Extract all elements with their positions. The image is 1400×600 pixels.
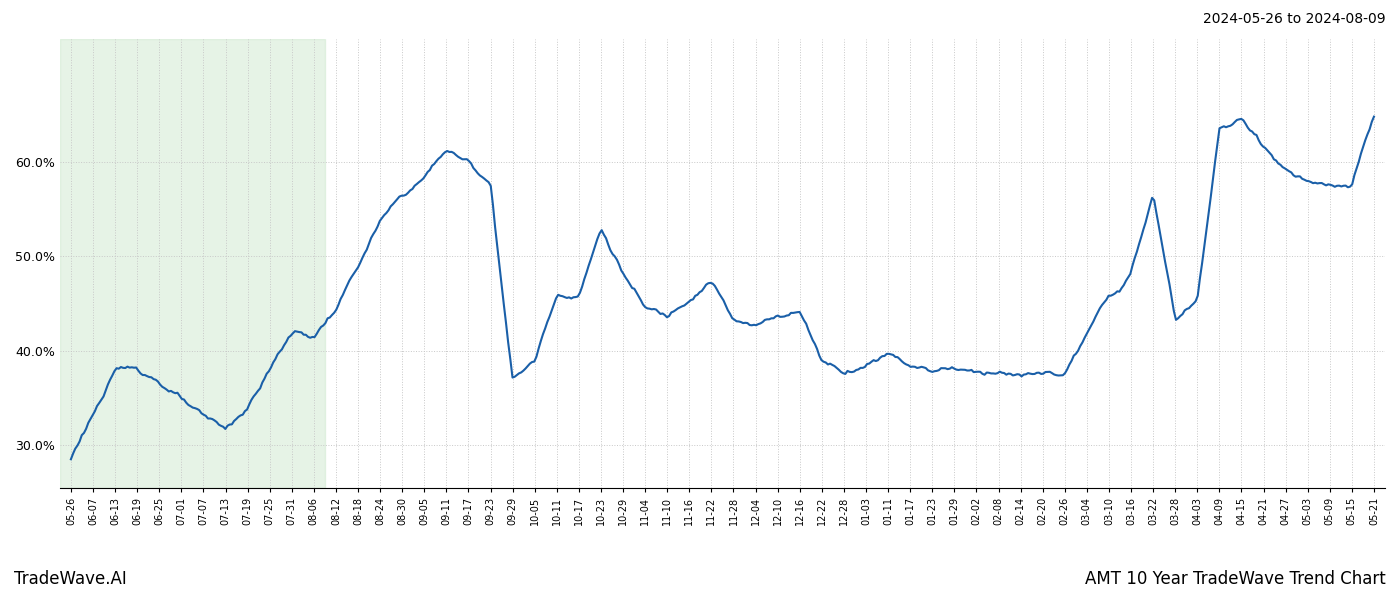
Text: AMT 10 Year TradeWave Trend Chart: AMT 10 Year TradeWave Trend Chart bbox=[1085, 570, 1386, 588]
Text: TradeWave.AI: TradeWave.AI bbox=[14, 570, 127, 588]
Text: 2024-05-26 to 2024-08-09: 2024-05-26 to 2024-08-09 bbox=[1204, 12, 1386, 26]
Bar bbox=[60, 39, 325, 488]
